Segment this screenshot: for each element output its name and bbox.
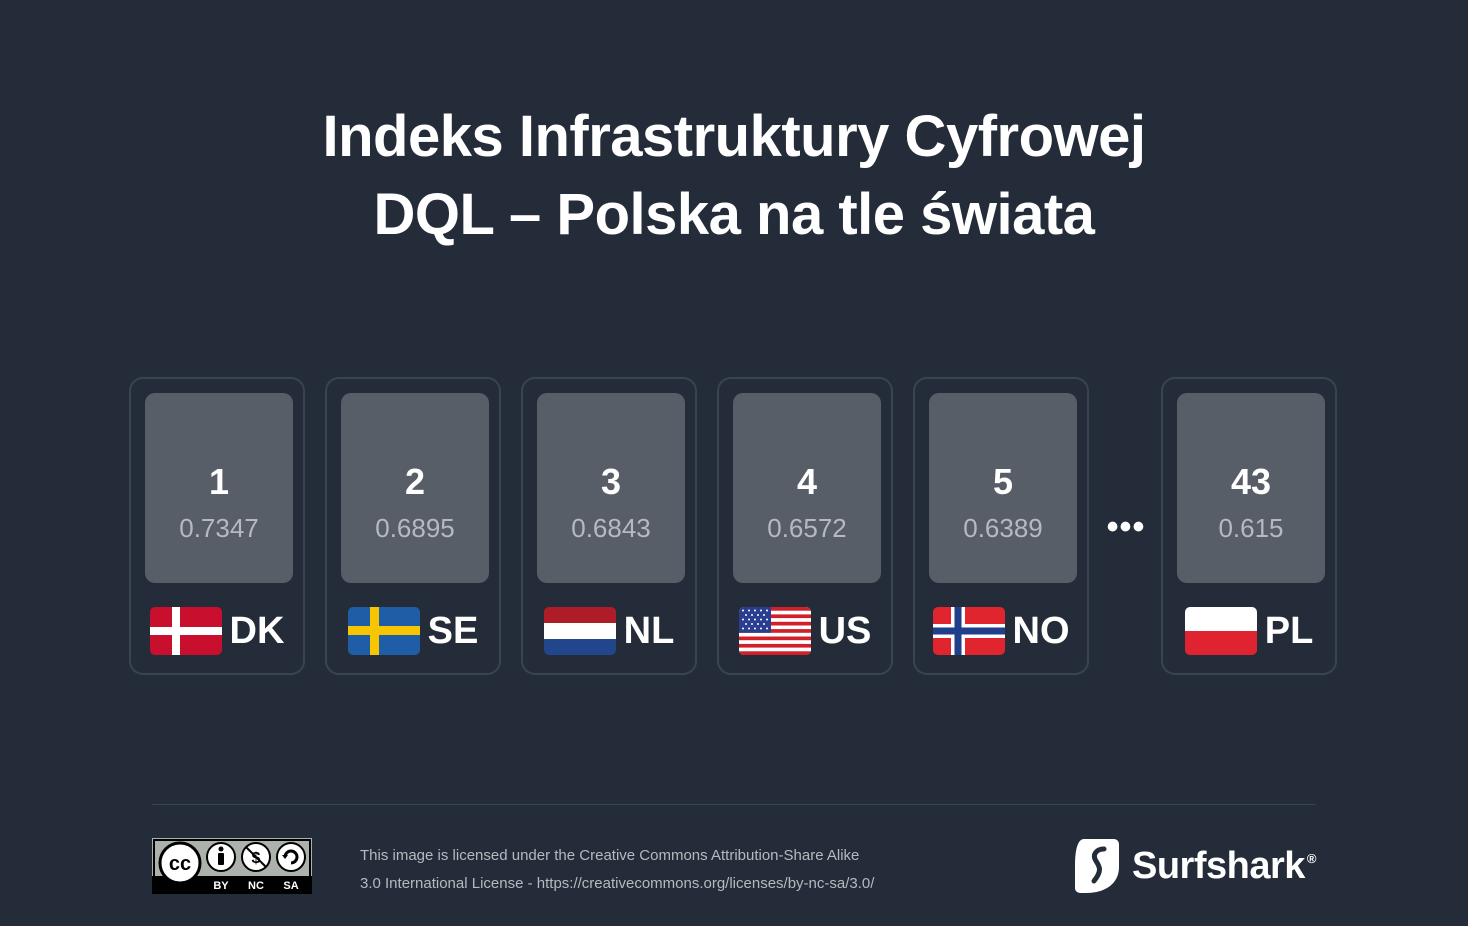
dql-score: 0.6389 [963, 513, 1043, 543]
country-card-se: 2 0.6895 SE [325, 377, 501, 675]
rank-box: 5 0.6389 [929, 393, 1077, 583]
dql-score: 0.7347 [179, 513, 259, 543]
rank-number: 4 [796, 461, 818, 502]
rank-number: 5 [992, 461, 1014, 502]
country-card-no: 5 0.6389 NO [913, 377, 1089, 675]
cc-sa-label: SA [283, 880, 298, 892]
country-card-us: 4 0.6572 US [717, 377, 893, 675]
rank-number: 2 [404, 461, 426, 502]
sweden-flag-icon [347, 607, 420, 655]
dql-score: 0.615 [1218, 513, 1284, 543]
svg-text:$: $ [252, 850, 261, 867]
cc-by-label: BY [213, 880, 229, 892]
country-card-dk: 1 0.7347 DK [129, 377, 305, 675]
title-line-2: DQL – Polska na tle świata [373, 182, 1095, 247]
country-card-nl: 3 0.6843 NL [521, 377, 697, 675]
country-code: PL [1264, 609, 1314, 652]
title-line-1: Indeks Infrastruktury Cyfrowej [322, 104, 1147, 169]
rank-box: 4 0.6572 [733, 393, 881, 583]
rank-box: 3 0.6843 [537, 393, 685, 583]
country-label: US [719, 605, 891, 657]
country-code: NL [623, 609, 675, 652]
license-line-2[interactable]: 3.0 International License - https://crea… [360, 875, 875, 892]
license-text: This image is licensed under the Creativ… [360, 842, 874, 898]
norway-flag-icon [932, 607, 1005, 655]
country-label: SE [327, 605, 499, 657]
rank-number: 43 [1230, 461, 1272, 502]
rank-box: 1 0.7347 [145, 393, 293, 583]
dql-score: 0.6895 [375, 513, 455, 543]
rank-box: 43 0.615 [1177, 393, 1325, 583]
country-code: US [818, 609, 872, 652]
rank-number: 1 [208, 461, 230, 502]
cc-nc-label: NC [248, 880, 264, 892]
surfshark-logo[interactable]: Surfshark ® [1074, 836, 1317, 896]
dql-score: 0.6572 [767, 513, 847, 543]
brand-name: Surfshark [1132, 844, 1305, 887]
footer-divider [152, 804, 1316, 805]
country-code: SE [427, 609, 479, 652]
license-line-1: This image is licensed under the Creativ… [360, 847, 860, 864]
cc-text: cc [169, 853, 191, 875]
rank-box: 2 0.6895 [341, 393, 489, 583]
country-label: NL [523, 605, 695, 657]
country-code: DK [229, 609, 285, 652]
rank-number: 3 [600, 461, 622, 502]
usa-flag-icon [738, 607, 811, 655]
ellipsis: ••• [1106, 508, 1146, 546]
country-code: NO [1012, 609, 1070, 652]
country-label: NO [915, 605, 1087, 657]
poland-flag-icon [1184, 607, 1257, 655]
denmark-flag-icon [149, 607, 222, 655]
country-label: DK [131, 605, 303, 657]
dql-score: 0.6843 [571, 513, 651, 543]
surfshark-icon [1075, 839, 1119, 893]
netherlands-flag-icon [543, 607, 616, 655]
country-label: PL [1163, 605, 1335, 657]
page-title: Indeks Infrastruktury Cyfrowej DQL – Pol… [0, 98, 1468, 254]
country-card-pl: 43 0.615 PL [1161, 377, 1337, 675]
creative-commons-badge-icon[interactable]: cc $ BY NC SA [152, 838, 312, 894]
registered-mark: ® [1306, 851, 1317, 867]
